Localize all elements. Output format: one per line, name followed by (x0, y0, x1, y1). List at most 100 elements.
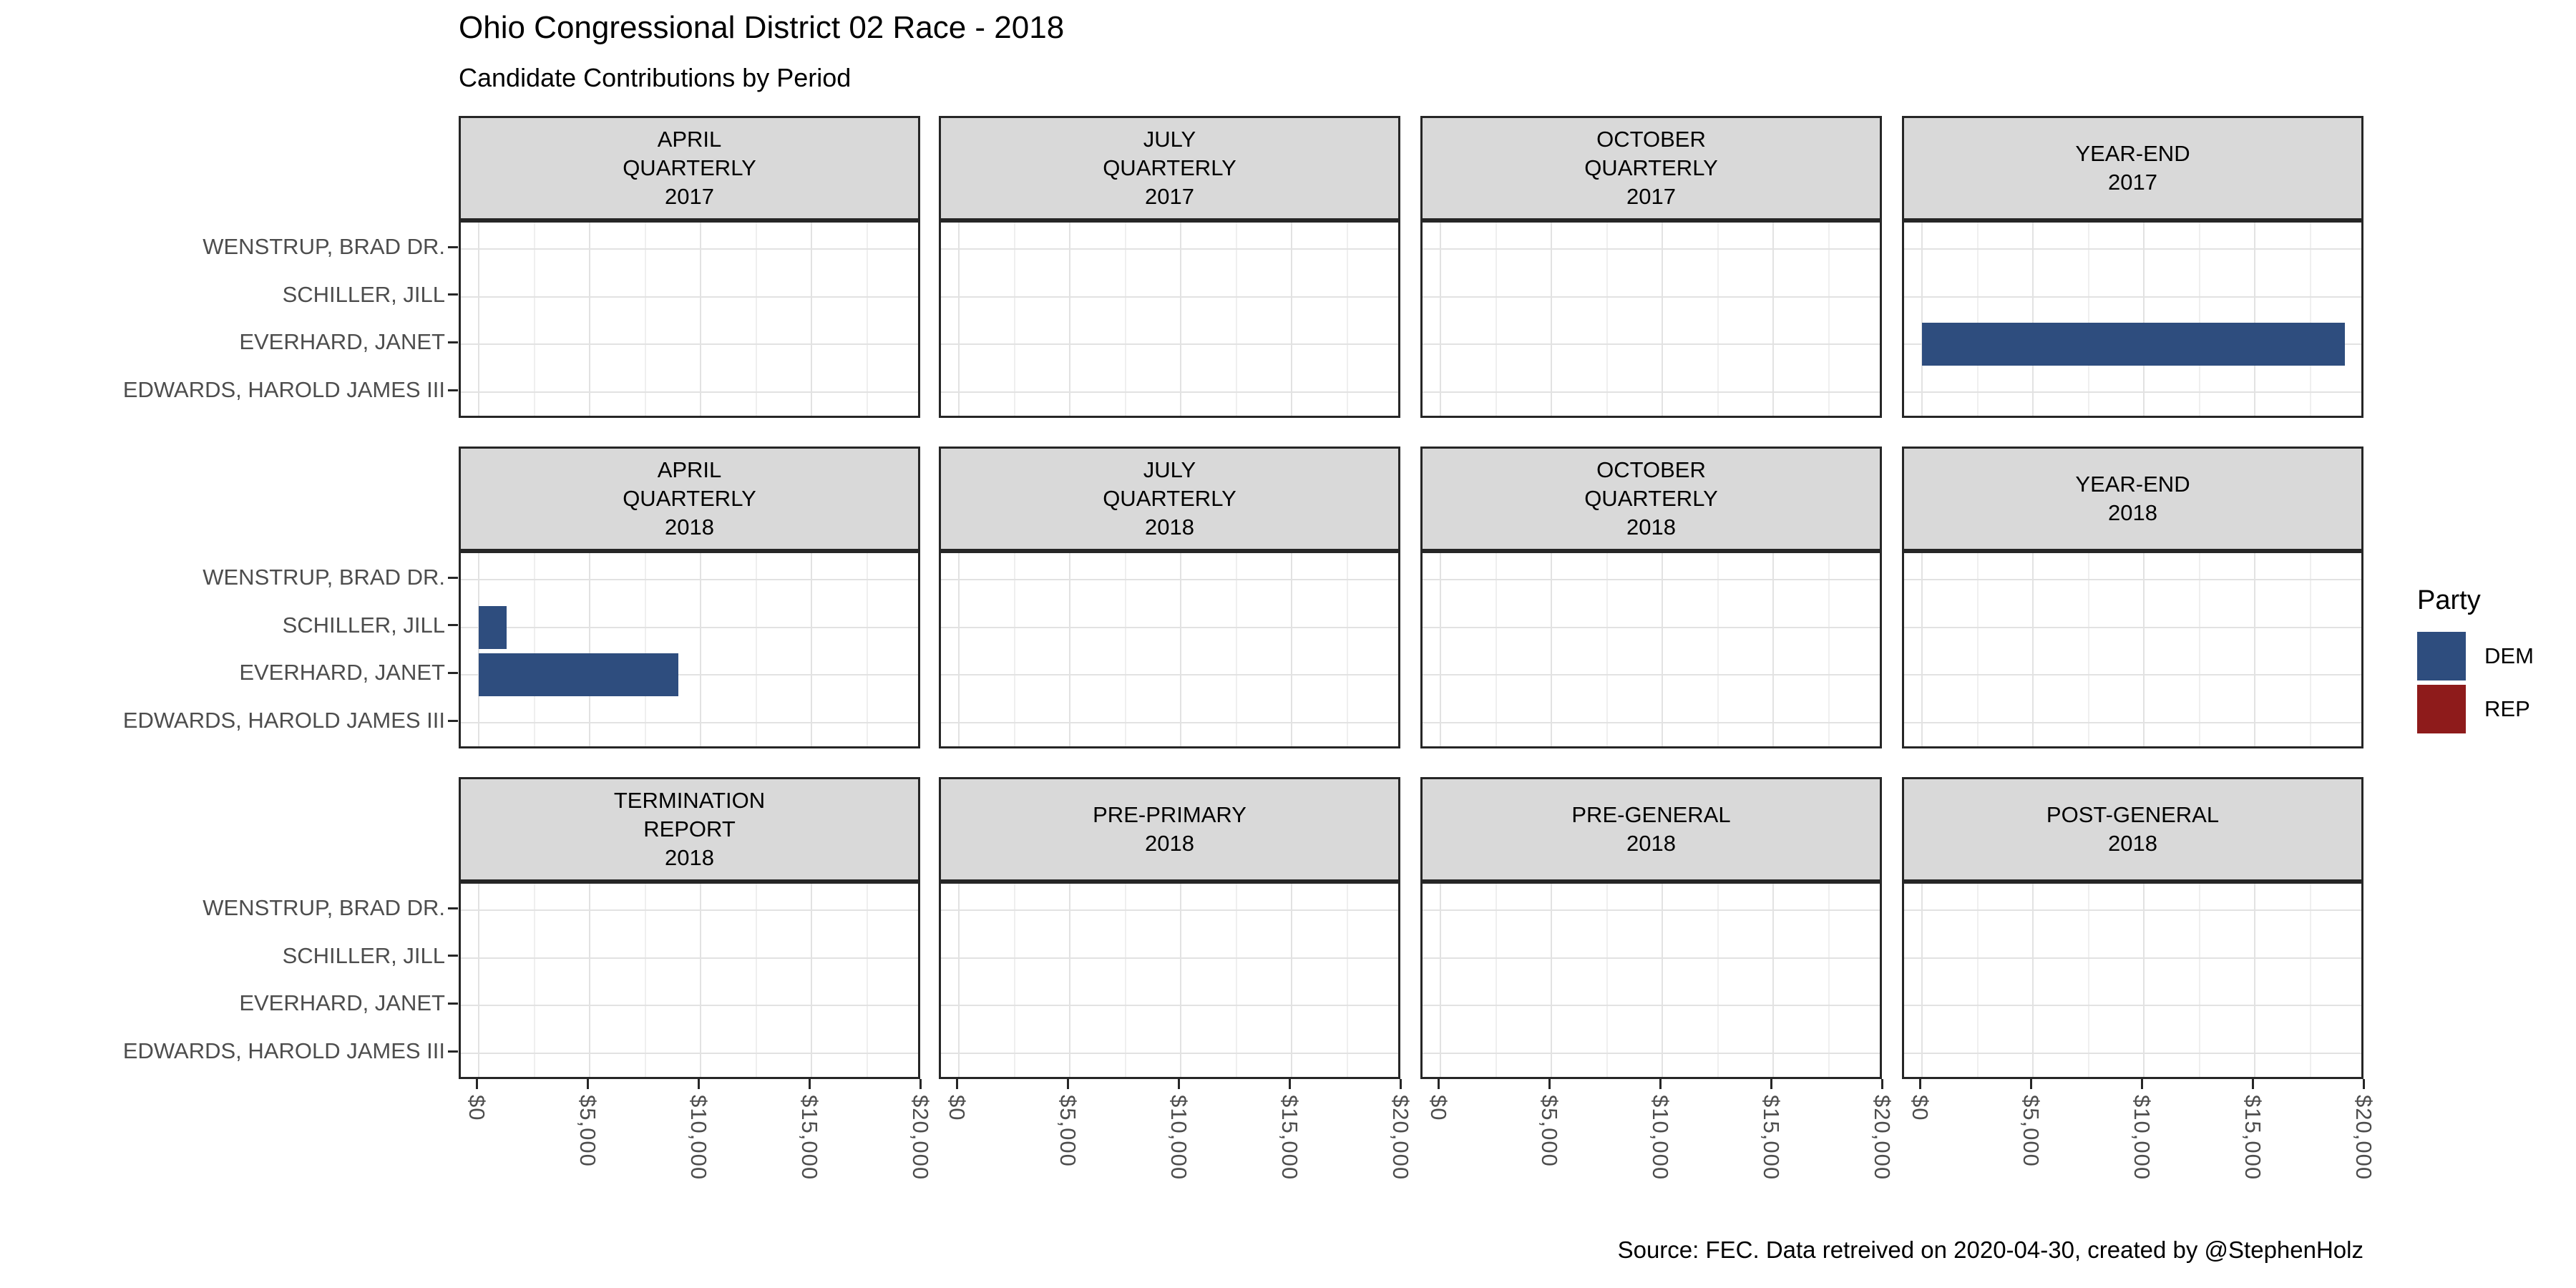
x-axis-label: $20,000 (1870, 1095, 1895, 1181)
gridline-minor (533, 553, 535, 746)
gridline-major (1904, 722, 2361, 723)
x-tick (919, 1079, 922, 1089)
gridline-major (1662, 553, 1663, 746)
gridline-minor (755, 223, 757, 416)
gridline-minor (2309, 223, 2311, 416)
gridline-major (958, 884, 960, 1077)
strip-line: APRIL (657, 457, 722, 482)
gridline-minor (1346, 553, 1348, 746)
x-tick (1880, 1079, 1883, 1089)
dem-swatch-icon (2417, 632, 2466, 680)
gridline-major (2032, 223, 2034, 416)
gridline-major (461, 1053, 918, 1054)
gridline-major (1423, 909, 1880, 911)
gridline-minor (1235, 884, 1237, 1077)
gridline-major (461, 579, 918, 580)
facet-strip: YEAR-END 2017 (1902, 116, 2363, 220)
gridline-minor (866, 884, 868, 1077)
x-tick (586, 1079, 589, 1089)
gridline-major (589, 553, 590, 746)
y-axis-label: EVERHARD, JANET (239, 660, 445, 686)
x-tick (475, 1079, 478, 1089)
gridline-major (478, 223, 479, 416)
facet-panel (939, 220, 1400, 418)
strip-line: JULY (1143, 127, 1196, 152)
gridline-major (941, 909, 1398, 911)
gridline-minor (1606, 884, 1608, 1077)
strip-line: 2018 (1626, 514, 1676, 540)
x-axis-label: $5,000 (1537, 1095, 1562, 1167)
facet-panel (1420, 551, 1882, 748)
gridline-major (1904, 957, 2361, 959)
gridline-major (2254, 223, 2255, 416)
x-axis-label: $5,000 (575, 1095, 600, 1167)
gridline-major (958, 223, 960, 416)
x-axis-label: $20,000 (1388, 1095, 1413, 1181)
strip-line: JULY (1143, 457, 1196, 482)
gridline-major (1904, 674, 2361, 676)
legend-label-dem: DEM (2484, 643, 2534, 668)
gridline-major (941, 579, 1398, 580)
gridline-major (700, 553, 701, 746)
x-axis-label: $20,000 (908, 1095, 933, 1181)
y-axis-label: EVERHARD, JANET (239, 990, 445, 1016)
x-tick (2362, 1079, 2365, 1089)
legend: Party DEM REP (2417, 585, 2534, 738)
y-tick (448, 1002, 458, 1005)
y-axis-label: SCHILLER, JILL (282, 942, 445, 968)
strip-line: QUARTERLY (1584, 486, 1718, 511)
gridline-major (958, 553, 960, 746)
gridline-major (700, 223, 701, 416)
x-tick (1770, 1079, 1772, 1089)
strip-line: 2018 (2108, 831, 2157, 856)
strip-line: 2017 (1145, 184, 1194, 209)
y-tick (448, 955, 458, 957)
gridline-major (1904, 1005, 2361, 1007)
facet-strip: OCTOBER QUARTERLY 2017 (1420, 116, 1882, 220)
facet-panel (1902, 220, 2363, 418)
y-tick (448, 293, 458, 296)
gridline-minor (866, 553, 868, 746)
gridline-minor (1124, 223, 1126, 416)
gridline-minor (1606, 223, 1608, 416)
strip-line: APRIL (657, 127, 722, 152)
y-axis-label: SCHILLER, JILL (282, 612, 445, 638)
gridline-major (1180, 223, 1181, 416)
y-tick (448, 576, 458, 579)
x-axis-label: $15,000 (797, 1095, 822, 1181)
gridline-major (2143, 223, 2145, 416)
y-tick (448, 719, 458, 722)
gridline-major (1069, 223, 1070, 416)
strip-line: REPORT (643, 816, 736, 841)
x-tick (955, 1079, 958, 1089)
strip-line: 2017 (1626, 184, 1676, 209)
gridline-major (941, 1053, 1398, 1054)
chart-subtitle: Candidate Contributions by Period (459, 63, 852, 92)
facet-strip: PRE-GENERAL 2018 (1420, 777, 1882, 882)
facet-strip: JULY QUARTERLY 2017 (939, 116, 1400, 220)
gridline-minor (644, 553, 646, 746)
gridline-minor (1124, 553, 1126, 746)
gridline-major (1440, 884, 1441, 1077)
gridline-major (941, 722, 1398, 723)
gridline-major (1772, 553, 1774, 746)
gridline-minor (1717, 884, 1719, 1077)
x-axis-label: $5,000 (1055, 1095, 1080, 1167)
facet-panel (939, 882, 1400, 1079)
gridline-major (1423, 626, 1880, 628)
gridline-major (1423, 674, 1880, 676)
gridline-minor (1495, 553, 1497, 746)
gridline-major (941, 343, 1398, 346)
gridline-major (1904, 391, 2361, 393)
facet-strip: APRIL QUARTERLY 2018 (459, 447, 920, 551)
bar (479, 605, 507, 649)
y-tick (448, 341, 458, 343)
legend-title: Party (2417, 585, 2481, 615)
gridline-major (1551, 884, 1552, 1077)
gridline-major (461, 391, 918, 393)
x-axis-label: $0 (945, 1095, 970, 1121)
y-axis-label: EDWARDS, HAROLD JAMES III (122, 377, 445, 402)
x-axis-label: $0 (1426, 1095, 1451, 1121)
facet-panel (459, 551, 920, 748)
